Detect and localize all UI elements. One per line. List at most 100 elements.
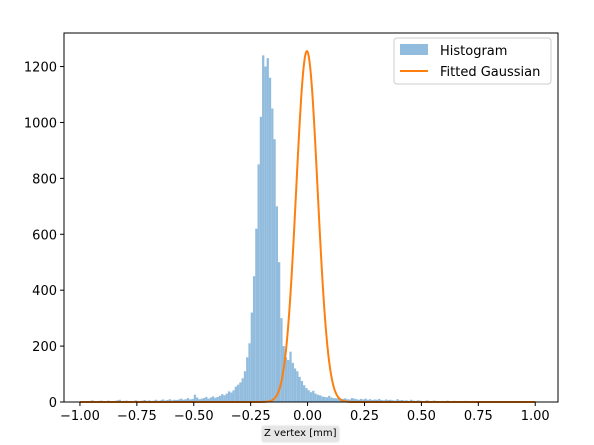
histogram-bar — [389, 399, 392, 402]
histogram-bar — [330, 397, 333, 402]
histogram-bar — [334, 398, 338, 402]
histogram-bar — [348, 399, 351, 402]
histogram-bar — [328, 395, 331, 402]
histogram-bar — [410, 399, 413, 402]
histogram-bar — [209, 397, 212, 402]
histogram-bar — [237, 384, 240, 402]
histogram-bar — [155, 399, 158, 402]
x-tick-label: 0.75 — [464, 409, 493, 424]
histogram-bar — [227, 391, 231, 402]
histogram-bar — [184, 399, 187, 402]
histogram-bar — [243, 371, 247, 402]
histogram-bar — [262, 55, 265, 402]
histogram-bar — [223, 395, 226, 402]
x-tick-label: −0.75 — [117, 409, 157, 424]
histogram-bar — [396, 399, 399, 402]
histogram-bar — [344, 398, 347, 402]
histogram-bar — [307, 390, 310, 402]
histogram-bar — [291, 362, 294, 402]
y-tick-label: 1000 — [24, 116, 57, 131]
histogram-bar — [225, 393, 228, 402]
histogram-bar — [234, 386, 238, 402]
legend-swatch-histogram — [400, 44, 428, 55]
histogram-bar — [255, 228, 258, 402]
histogram-bar — [384, 399, 388, 402]
histogram-bar — [211, 396, 215, 402]
legend: Histogram Fitted Gaussian — [393, 37, 552, 85]
histogram-bar — [296, 371, 299, 402]
y-tick-label: 1200 — [24, 61, 57, 76]
histogram-bar — [366, 399, 370, 402]
y-tick-label: 600 — [32, 228, 57, 243]
histogram-bar — [305, 388, 308, 402]
histogram-bar — [375, 399, 379, 402]
histogram-bar — [284, 357, 288, 402]
histogram-bar — [241, 378, 244, 402]
histogram-bar — [273, 139, 276, 402]
histogram-bar — [275, 206, 278, 402]
histogram-bar — [118, 399, 121, 402]
x-tick-label: 1.00 — [521, 409, 550, 424]
y-tick-label: 400 — [32, 284, 57, 299]
histogram-bar — [277, 262, 281, 402]
histogram-bar — [266, 58, 269, 403]
histogram-bar — [353, 398, 356, 402]
histogram-bar — [216, 396, 219, 402]
legend-frame — [393, 37, 552, 85]
fitted-gaussian-line — [79, 49, 536, 403]
x-tick-label: −1.00 — [60, 409, 100, 424]
histogram-bar — [373, 399, 376, 402]
x-tick-label: −0.25 — [231, 409, 271, 424]
histogram-bar — [318, 395, 322, 402]
histogram-bar — [298, 376, 301, 402]
histogram-bar — [257, 164, 260, 402]
histogram-bar — [232, 390, 235, 402]
histogram-bar — [205, 396, 208, 402]
histogram-bar — [161, 399, 165, 402]
histogram-bar — [186, 398, 190, 402]
histogram-bar — [280, 318, 283, 402]
histogram-bar — [303, 385, 306, 402]
x-tick-label: 0.50 — [407, 409, 436, 424]
x-tick-label: 0.25 — [350, 409, 379, 424]
histogram-bar — [332, 398, 335, 402]
y-tick-label: 800 — [32, 172, 57, 187]
histogram-bar — [173, 399, 176, 402]
x-tick-label: 0.00 — [293, 409, 322, 424]
legend-label-fitted-gaussian: Fitted Gaussian — [440, 65, 540, 80]
histogram-bar — [191, 398, 194, 402]
histogram-bar — [364, 398, 367, 402]
histogram-bar — [221, 394, 224, 402]
x-axis-ticks: −1.00 −0.75 −0.50 −0.25 0.00 0.25 0.50 0.75 1.00 — [60, 402, 550, 424]
histogram-bar — [357, 399, 360, 402]
histogram-bar — [268, 77, 272, 403]
histogram-bar — [264, 66, 267, 402]
histogram-bar — [293, 368, 297, 402]
histogram-bar — [250, 312, 253, 402]
histogram-bar — [246, 357, 249, 402]
histogram-bar — [309, 392, 313, 402]
histogram-bar — [196, 397, 199, 402]
histogram-bar — [193, 394, 197, 402]
histogram-bar — [177, 399, 181, 402]
histogram-bar — [271, 108, 274, 403]
histogram-bar — [230, 392, 233, 402]
histogram-bar — [200, 398, 203, 402]
histogram-bar — [289, 351, 292, 402]
histogram-bar — [287, 360, 290, 402]
histogram-bar — [314, 393, 317, 402]
histogram-bar — [300, 381, 304, 402]
histogram-bar — [252, 276, 256, 402]
histogram-bar — [239, 382, 242, 402]
plot-frame — [63, 32, 559, 403]
histogram-bar — [355, 399, 358, 402]
histogram-bar — [346, 399, 349, 402]
histogram-bar — [362, 399, 365, 402]
histogram-bar — [182, 399, 185, 402]
histogram-bars — [79, 55, 543, 403]
histogram-bar — [359, 398, 363, 402]
legend-label-histogram: Histogram — [440, 44, 507, 59]
x-axis-label: Z vertex [mm] — [262, 426, 339, 442]
histogram-bar — [350, 398, 354, 402]
